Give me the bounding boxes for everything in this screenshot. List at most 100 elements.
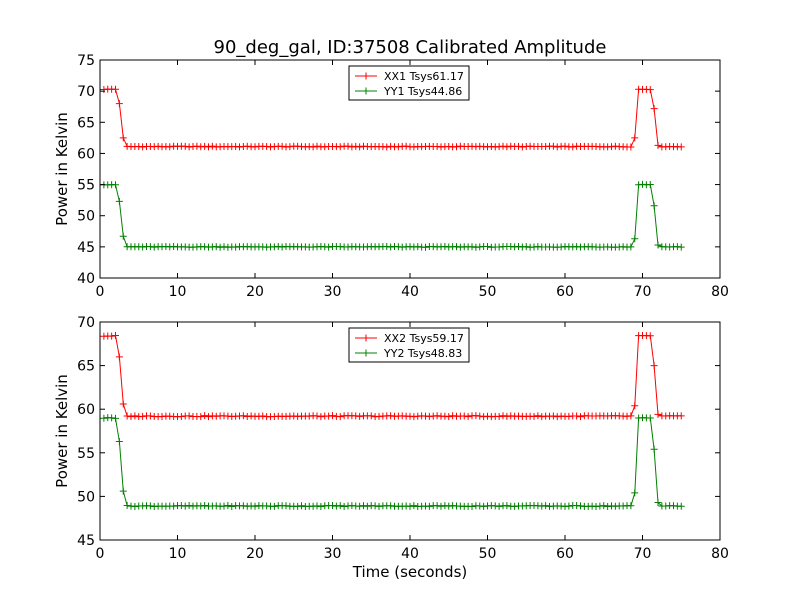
data-point-marker — [185, 502, 193, 510]
y-tick-label: 75 — [77, 53, 95, 69]
x-tick-label: 60 — [556, 284, 574, 300]
data-point-marker — [402, 142, 410, 150]
y-tick-label: 55 — [77, 446, 95, 462]
data-point-marker — [646, 414, 654, 422]
legend: XX2 Tsys59.17 YY2 Tsys48.83 — [348, 327, 470, 363]
data-point-marker — [313, 412, 321, 420]
bottom-plot-panel: 0 10 20 30 40 50 60 70 80 45 50 55 60 65 70 Power in Ke… — [53, 315, 729, 581]
data-point-marker — [197, 413, 205, 421]
legend-label: YY2 Tsys48.83 — [383, 347, 462, 360]
y-tick-label: 45 — [77, 240, 95, 256]
y-tick-label: 60 — [77, 402, 95, 418]
data-point-marker — [650, 105, 658, 113]
data-point-marker — [119, 400, 127, 408]
x-tick-label: 30 — [324, 284, 342, 300]
data-point-marker — [631, 134, 639, 142]
data-point-marker — [515, 142, 522, 150]
x-tick-label: 10 — [169, 546, 187, 562]
data-point-marker — [654, 241, 662, 249]
data-point-marker — [650, 362, 658, 370]
data-point-marker — [410, 502, 418, 510]
data-point-marker — [325, 243, 333, 251]
data-point-marker — [317, 503, 325, 510]
legend-label: XX2 Tsys59.17 — [384, 332, 464, 345]
y-tick-label: 70 — [77, 315, 95, 331]
data-point-marker — [100, 414, 108, 422]
y-axis-label: Power in Kelvin — [53, 374, 71, 488]
data-point-marker — [112, 181, 119, 189]
data-point-marker — [654, 499, 662, 507]
data-point-marker — [534, 412, 542, 420]
x-tick-label: 70 — [634, 546, 652, 562]
x-tick-label: 80 — [711, 284, 729, 300]
data-point-marker — [565, 502, 573, 510]
x-tick-label: 40 — [401, 284, 419, 300]
data-point-marker — [468, 502, 476, 510]
data-point-marker — [309, 143, 317, 151]
data-point-marker — [224, 501, 232, 509]
y-tick-label: 60 — [77, 146, 95, 162]
data-point-marker — [294, 502, 302, 510]
data-point-marker — [170, 502, 178, 510]
series-1-1 — [100, 85, 685, 151]
data-point-marker — [499, 142, 507, 150]
legend-marker — [362, 72, 370, 80]
x-tick-label: 20 — [246, 284, 264, 300]
legend-box — [348, 65, 470, 101]
data-point-marker — [627, 412, 635, 420]
data-point-marker — [495, 502, 503, 510]
data-point-marker — [549, 142, 557, 150]
data-point-marker — [503, 143, 511, 151]
data-point-marker — [425, 502, 433, 510]
data-point-marker — [596, 502, 604, 510]
data-point-marker — [422, 243, 429, 251]
top-plot-panel: 0 10 20 30 40 50 60 70 80 40 45 50 55 60 65 70 75 Power i… — [53, 53, 729, 300]
data-point-marker — [108, 414, 116, 422]
data-point-marker — [530, 412, 538, 420]
data-point-marker — [208, 142, 216, 150]
data-point-marker — [356, 502, 364, 510]
data-point-marker — [119, 232, 127, 240]
data-point-marker — [239, 412, 247, 420]
data-point-marker — [274, 243, 282, 251]
legend: XX1 Tsys61.17 YY1 Tsys44.86 — [348, 65, 470, 101]
data-point-marker — [115, 437, 123, 445]
data-point-marker — [205, 413, 212, 421]
data-point-marker — [212, 243, 220, 251]
series-1-2 — [100, 180, 685, 251]
data-point-marker — [433, 502, 441, 510]
data-point-marker — [480, 502, 488, 510]
data-point-marker — [123, 412, 131, 420]
data-point-marker — [356, 412, 364, 420]
data-point-marker — [371, 502, 379, 510]
data-point-marker — [243, 413, 251, 421]
data-point-marker — [538, 413, 546, 421]
data-point-marker — [166, 143, 174, 151]
data-point-marker — [278, 243, 286, 251]
data-point-marker — [383, 143, 391, 151]
data-point-marker — [495, 413, 503, 421]
data-point-marker — [344, 142, 352, 150]
data-point-marker — [243, 142, 251, 150]
data-point-marker — [181, 502, 189, 510]
data-point-marker — [522, 243, 530, 251]
data-point-marker — [340, 502, 348, 510]
x-tick-label: 50 — [479, 546, 497, 562]
data-point-marker — [677, 412, 685, 420]
data-point-marker — [569, 143, 577, 151]
data-point-marker — [205, 143, 212, 151]
data-point-marker — [146, 412, 154, 420]
data-point-marker — [677, 502, 685, 510]
data-point-marker — [627, 502, 635, 510]
data-point-marker — [220, 502, 228, 510]
data-point-marker — [437, 502, 445, 510]
data-point-marker — [646, 332, 654, 340]
data-point-marker — [251, 502, 259, 510]
y-axis-label: Power in Kelvin — [53, 112, 71, 226]
data-point-marker — [654, 410, 662, 418]
data-point-marker — [201, 412, 209, 420]
data-point-marker — [185, 412, 193, 420]
data-point-marker — [677, 143, 685, 151]
data-point-marker — [367, 412, 375, 420]
